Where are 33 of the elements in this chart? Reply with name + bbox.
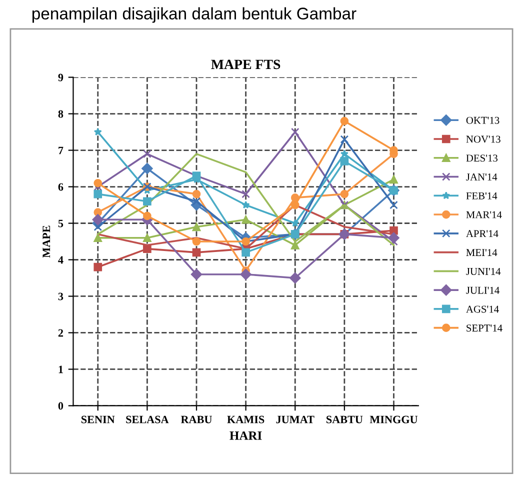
legend-label: DES'13 <box>466 154 498 162</box>
y-tick-label: 4 <box>58 256 64 264</box>
legend-label: MEI'14 <box>466 249 498 256</box>
x-tick-label: SABTU <box>326 416 363 424</box>
legend-label: NOV'13 <box>466 136 500 143</box>
x-axis-title: HARI <box>230 431 262 440</box>
x-tick-label: SENIN <box>81 416 115 424</box>
text: penampilan disajikan dalam bentuk Gambar <box>32 7 356 23</box>
x-tick-label: MINGGU <box>370 416 418 424</box>
legend-label: JAN'14 <box>466 174 498 181</box>
y-tick-label: 2 <box>58 329 64 337</box>
legend-label: SEPT'14 <box>466 324 502 332</box>
y-tick-label: 6 <box>58 183 64 191</box>
x-tick-label: JUMAT <box>276 416 314 424</box>
legend-label: AGS'14 <box>466 306 499 313</box>
x-tick-label: KAMIS <box>227 416 264 424</box>
legend-label: APR'14 <box>466 230 498 238</box>
y-tick-label: 9 <box>58 74 64 82</box>
y-tick-label: 5 <box>58 220 64 228</box>
y-tick-label: 7 <box>58 146 64 154</box>
chart-title: MAPE FTS <box>211 60 280 70</box>
y-tick-label: 3 <box>58 292 64 300</box>
y-tick-label: 8 <box>58 110 64 118</box>
y-tick-label: 1 <box>58 366 63 374</box>
y-axis-title: MAPE <box>42 226 50 258</box>
legend-label: OKT'13 <box>466 116 500 124</box>
legend-label: JUNI'14 <box>466 268 501 275</box>
legend-label: JULI'14 <box>466 286 500 294</box>
y-tick-label: 0 <box>58 402 64 410</box>
legend-label: MAR'14 <box>466 211 502 218</box>
legend-label: FEB'14 <box>466 192 498 200</box>
x-tick-label: RABU <box>180 416 212 424</box>
x-tick-label: SELASA <box>126 416 169 424</box>
